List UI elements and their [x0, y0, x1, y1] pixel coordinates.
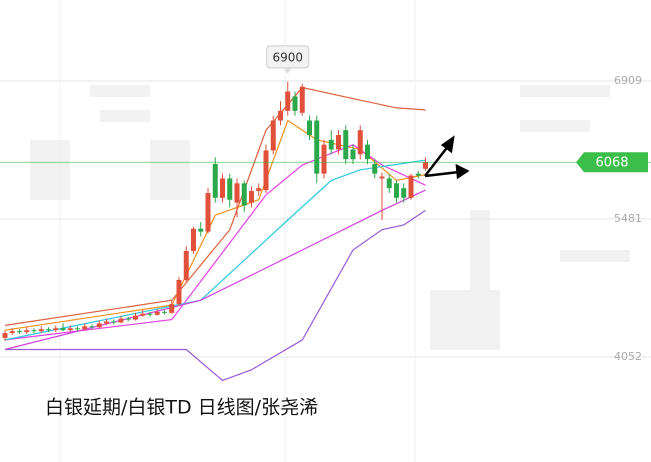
candle-body — [401, 188, 407, 198]
candle-body — [263, 150, 269, 191]
candle-body — [176, 279, 182, 305]
candle-body — [89, 326, 95, 328]
candle-body — [53, 328, 59, 331]
candle-body — [169, 304, 175, 313]
candle-body — [118, 318, 124, 323]
candle-body — [357, 130, 363, 155]
arrows — [424, 135, 470, 180]
candle-body — [365, 144, 370, 160]
candle-body — [299, 86, 305, 113]
candle-body — [212, 163, 218, 198]
indicator-line — [4, 159, 426, 341]
candle-body — [249, 191, 254, 203]
candle-body — [205, 192, 211, 232]
candle-body — [183, 250, 189, 280]
candle-body — [415, 173, 421, 176]
candle-body — [147, 313, 153, 315]
indicator-line — [4, 86, 426, 326]
candle-body — [307, 120, 312, 135]
last-price-label: 6068 — [595, 156, 628, 171]
candle-body — [343, 130, 349, 160]
candle-body — [31, 330, 37, 332]
indicator-line — [4, 144, 426, 341]
watermark-block — [560, 250, 630, 262]
candle-body — [60, 328, 66, 331]
chart-title: 白银延期/白银TD 日线图/张尧浠 — [45, 397, 318, 419]
watermark-block — [30, 140, 70, 200]
grid: 6909 5481 4052 — [0, 74, 651, 363]
overlay: 6068 6900 — [0, 45, 651, 173]
y-tick-label: 5481 — [614, 212, 642, 225]
candle-body — [67, 328, 73, 331]
candle-body — [111, 321, 117, 323]
watermark-block — [100, 110, 150, 122]
candle-body — [423, 162, 428, 169]
candle-body — [256, 188, 262, 192]
candle-body — [241, 183, 247, 206]
candle-body — [17, 331, 22, 333]
candle-body — [198, 228, 204, 232]
candle-body — [82, 326, 88, 330]
candle-body — [38, 329, 44, 332]
candle-body — [328, 139, 334, 150]
candle-body — [285, 91, 291, 111]
last-price-tag — [576, 152, 648, 173]
watermark-block — [520, 85, 610, 97]
candle-body — [104, 321, 109, 324]
arrow-head — [455, 163, 470, 180]
candle-body — [46, 329, 51, 331]
candle-body — [140, 313, 146, 316]
candle-body — [220, 178, 225, 198]
candle-body — [234, 183, 240, 203]
arrow-right — [424, 170, 460, 178]
candle-body — [386, 178, 392, 189]
candle-body — [408, 175, 414, 198]
candle-body — [9, 331, 15, 334]
candle-body — [379, 176, 385, 179]
candle-body — [2, 333, 8, 338]
candle-body — [292, 96, 298, 111]
watermark-block — [470, 210, 490, 290]
candle-body — [75, 328, 80, 330]
indicator-line — [4, 189, 426, 351]
max-callout-label: 6900 — [272, 50, 303, 64]
watermark — [30, 85, 630, 350]
arrow-up — [424, 144, 450, 177]
candle-body — [350, 149, 356, 160]
candle-body — [336, 134, 341, 150]
candle-body — [125, 318, 131, 320]
candle-body — [154, 311, 160, 315]
candle-body — [394, 183, 399, 198]
watermark-block — [90, 85, 150, 97]
candle-body — [191, 228, 196, 251]
candle-body — [96, 323, 102, 328]
arrow-head — [440, 135, 455, 154]
watermark-block — [430, 290, 500, 350]
candle-body — [372, 163, 378, 174]
candles — [2, 81, 428, 341]
indicator-line — [5, 209, 426, 382]
candle-body — [314, 120, 320, 174]
max-callout-pointer — [283, 67, 292, 74]
watermark-block — [520, 120, 590, 132]
candle-body — [162, 311, 167, 313]
candle-body — [133, 315, 138, 320]
candle-body — [227, 178, 233, 200]
candle-body — [278, 110, 283, 121]
watermark-block — [150, 140, 190, 200]
candle-body — [321, 144, 327, 174]
y-tick-label: 6909 — [614, 74, 642, 87]
candle-body — [24, 330, 30, 333]
y-tick-label: 4052 — [614, 350, 642, 363]
candle-body — [270, 120, 276, 151]
